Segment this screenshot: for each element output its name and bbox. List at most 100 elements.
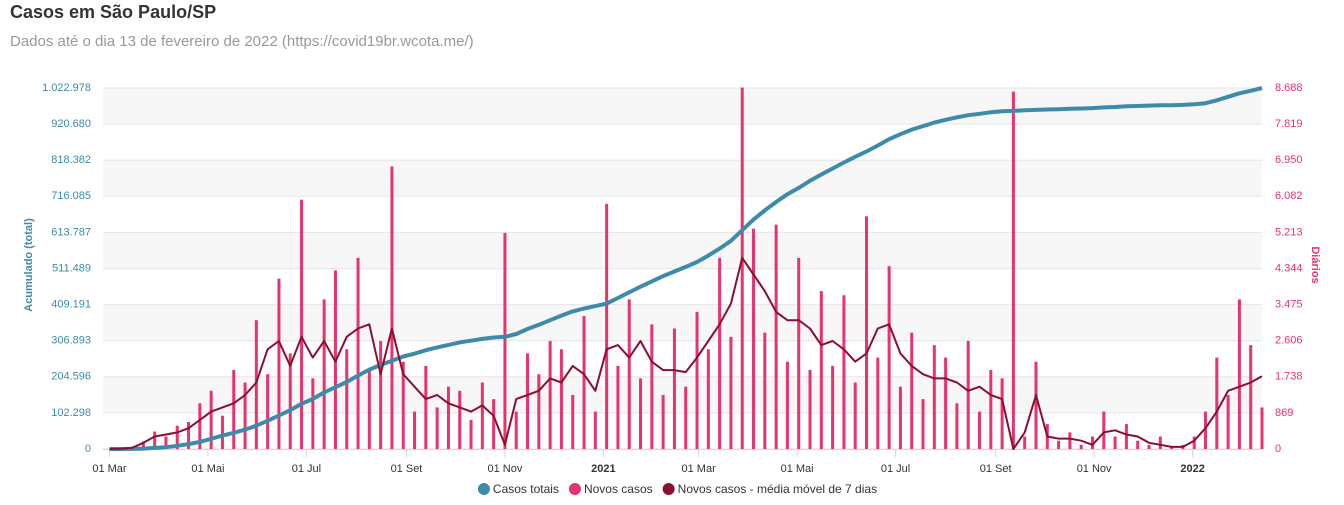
bar	[503, 233, 506, 449]
bar	[1001, 378, 1004, 449]
bar	[458, 391, 461, 449]
x-tick-label: 01 Jul	[292, 463, 321, 475]
bar	[854, 383, 857, 449]
y2-tick-label: 3.475	[1275, 299, 1303, 311]
bar	[989, 370, 992, 449]
bar	[1238, 299, 1241, 449]
bar	[481, 383, 484, 449]
bar	[865, 216, 868, 449]
bar	[436, 407, 439, 449]
legend-marker	[478, 483, 490, 495]
bar	[549, 341, 552, 449]
bar	[1080, 445, 1083, 449]
bar	[707, 349, 710, 449]
x-tick-label: 01 Nov	[488, 463, 523, 475]
x-tick-label: 01 Mai	[781, 463, 814, 475]
x-tick-label: 01 Mar	[92, 463, 127, 475]
bar	[639, 378, 642, 449]
legend-label: Novos casos - média móvel de 7 dias	[678, 482, 877, 496]
x-tick-label: 01 Nov	[1077, 463, 1112, 475]
bar	[831, 366, 834, 449]
legend-label: Novos casos	[584, 482, 653, 496]
y-tick-label: 1.022.978	[42, 82, 91, 94]
bar	[1148, 445, 1151, 449]
bar	[583, 316, 586, 449]
bar	[390, 166, 393, 449]
bar	[955, 403, 958, 449]
grid-band	[103, 160, 1262, 196]
grid-band	[103, 305, 1262, 341]
bar	[650, 324, 653, 449]
bar	[1035, 362, 1038, 449]
bar	[515, 412, 518, 449]
y-tick-label: 0	[85, 443, 91, 455]
y2-tick-label: 869	[1275, 407, 1293, 419]
bar	[628, 299, 631, 449]
grid-band	[103, 88, 1262, 124]
bar	[673, 329, 676, 449]
bar	[1159, 437, 1162, 449]
y2-tick-label: 2.606	[1275, 335, 1303, 347]
bar	[470, 420, 473, 449]
bar	[379, 341, 382, 449]
bar	[684, 387, 687, 449]
x-tick-label: 01 Mai	[191, 463, 224, 475]
y-tick-label: 204.596	[51, 371, 91, 383]
bar	[899, 387, 902, 449]
bar	[447, 387, 450, 449]
bar	[1068, 432, 1071, 449]
bar	[345, 349, 348, 449]
bar	[910, 333, 913, 449]
bar	[311, 378, 314, 449]
bar	[571, 395, 574, 449]
x-tick-label: 2022	[1180, 463, 1204, 475]
bar	[1249, 345, 1252, 449]
bar	[967, 341, 970, 449]
bar	[232, 370, 235, 449]
bar	[300, 200, 303, 449]
legend-label: Casos totais	[493, 482, 559, 496]
x-tick-label: 2021	[591, 463, 615, 475]
y2-tick-label: 6.082	[1275, 190, 1303, 202]
x-tick-label: 01 Jul	[881, 463, 910, 475]
bar	[797, 258, 800, 449]
bar	[876, 358, 879, 449]
bar	[922, 399, 925, 449]
bar	[277, 279, 280, 449]
bar	[492, 399, 495, 449]
bar	[752, 229, 755, 449]
y-tick-label: 511.489	[52, 262, 91, 274]
bar	[616, 366, 619, 449]
chart-subtitle: Dados até o dia 13 de fevereiro de 2022 …	[10, 33, 474, 50]
bar	[786, 362, 789, 449]
bar	[1215, 358, 1218, 449]
y2-tick-label: 7.819	[1275, 118, 1303, 130]
bar	[424, 366, 427, 449]
bar	[888, 266, 891, 449]
bar	[1012, 92, 1015, 449]
chart-title: Casos em São Paulo/SP	[10, 2, 216, 22]
y2-tick-label: 5.213	[1275, 226, 1303, 238]
y2-tick-label: 0	[1275, 443, 1281, 455]
y2-tick-label: 1.738	[1275, 371, 1303, 383]
bar	[820, 291, 823, 449]
y-tick-label: 920.680	[51, 118, 91, 130]
bar	[1125, 424, 1128, 449]
bar	[605, 204, 608, 449]
bar	[662, 395, 665, 449]
bar	[1136, 441, 1139, 449]
y-tick-label: 409.191	[51, 299, 91, 311]
bar	[413, 412, 416, 449]
bar	[1114, 437, 1117, 449]
legend: Casos totais Novos casos Novos casos - méd…	[478, 482, 877, 496]
bar	[696, 312, 699, 449]
bar	[368, 370, 371, 449]
bar	[718, 258, 721, 449]
bar	[763, 333, 766, 449]
x-tick-label: 01 Set	[980, 463, 1012, 475]
bar	[594, 412, 597, 449]
bar	[809, 370, 812, 449]
bar	[266, 374, 269, 449]
bar	[357, 258, 360, 449]
